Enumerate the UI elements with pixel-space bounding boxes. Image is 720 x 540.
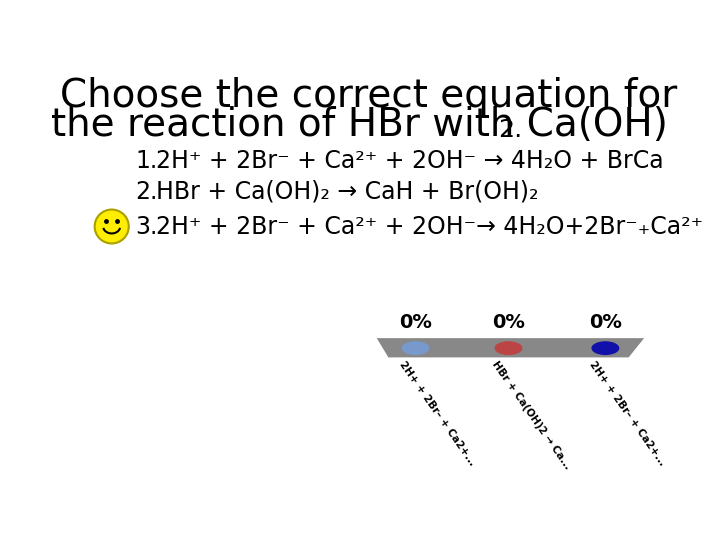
Text: 2H+ + 2Br– + Ca2+...: 2H+ + 2Br– + Ca2+... [397, 359, 477, 467]
Text: Choose the correct equation for: Choose the correct equation for [60, 77, 678, 114]
Text: 0%: 0% [589, 313, 622, 332]
Text: 2H+ + 2Br– + Ca2+...: 2H+ + 2Br– + Ca2+... [587, 359, 667, 467]
Ellipse shape [591, 341, 619, 355]
Text: HBr + Ca(OH)₂ → CaH + Br(OH)₂: HBr + Ca(OH)₂ → CaH + Br(OH)₂ [156, 180, 539, 204]
Polygon shape [377, 338, 644, 357]
Text: 2H⁺ + 2Br⁻ + Ca²⁺ + 2OH⁻ → 4H₂O + BrCa: 2H⁺ + 2Br⁻ + Ca²⁺ + 2OH⁻ → 4H₂O + BrCa [156, 149, 664, 173]
Text: the reaction of HBr with Ca(OH): the reaction of HBr with Ca(OH) [51, 106, 668, 144]
Text: 3.: 3. [135, 214, 158, 239]
Circle shape [94, 210, 129, 244]
Ellipse shape [402, 341, 429, 355]
Ellipse shape [495, 341, 523, 355]
Text: 2.: 2. [135, 180, 158, 204]
Text: 1.: 1. [135, 149, 157, 173]
Text: 0%: 0% [492, 313, 525, 332]
Text: 2H⁺ + 2Br⁻ + Ca²⁺ + 2OH⁻→ 4H₂O+2Br⁻₊Ca²⁺: 2H⁺ + 2Br⁻ + Ca²⁺ + 2OH⁻→ 4H₂O+2Br⁻₊Ca²⁺ [156, 214, 703, 239]
Text: 2.: 2. [498, 118, 522, 142]
Text: 0%: 0% [399, 313, 432, 332]
Text: HBr + Ca(OH)2 → Ca...: HBr + Ca(OH)2 → Ca... [490, 359, 573, 471]
